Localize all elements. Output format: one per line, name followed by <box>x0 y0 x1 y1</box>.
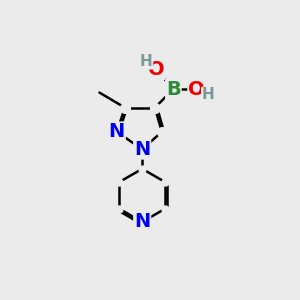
Text: B: B <box>166 80 181 99</box>
Text: N: N <box>109 122 125 141</box>
Text: H: H <box>140 54 153 69</box>
Text: O: O <box>188 80 205 99</box>
Text: H: H <box>202 87 214 102</box>
Text: N: N <box>134 140 150 159</box>
Text: N: N <box>134 212 150 232</box>
Text: O: O <box>148 60 164 79</box>
